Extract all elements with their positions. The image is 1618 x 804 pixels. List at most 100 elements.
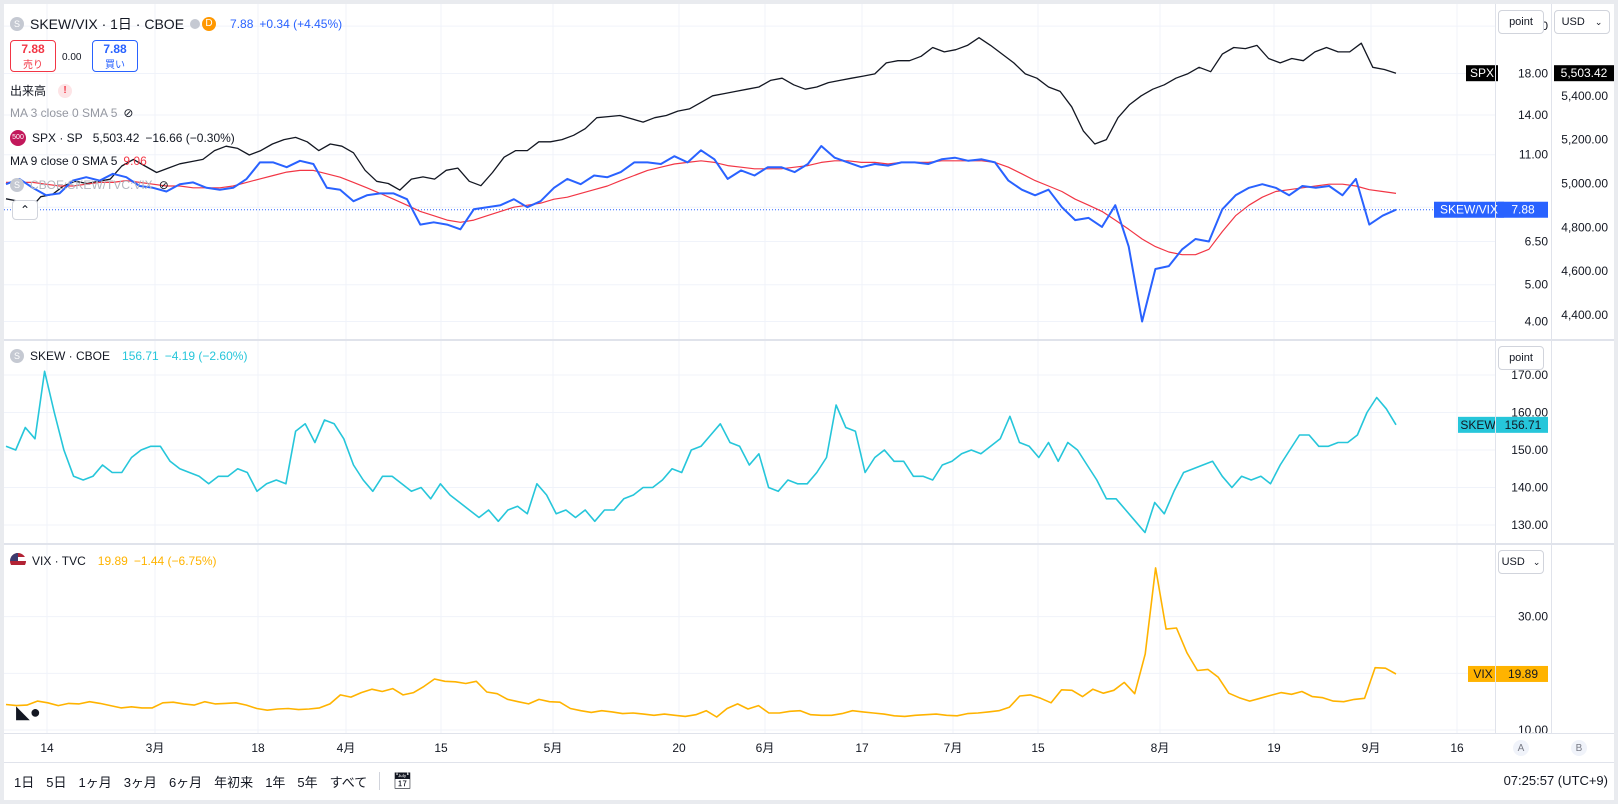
vix-legend[interactable]: VIX · TVC 19.89 −1.44 (−6.75%) [10,553,217,569]
indicator-ma3[interactable]: MA 3 close 0 SMA 5 ⊘ [10,106,134,120]
vix-axis-tag-bg [1468,665,1498,682]
spx-tick-label: 5,200.00 [1561,133,1608,147]
indicator-spx[interactable]: 500 SPX · SP 5,503.42 −16.66 (−0.30%) [10,130,235,146]
main-scale-button[interactable]: point [1498,10,1544,34]
indicator-ma9[interactable]: MA 9 close 0 SMA 5 9.06 [10,154,147,168]
time-tick-label: 6月 [756,741,775,755]
ratio-tick-label: 4.00 [1525,315,1549,329]
spx-tick-label: 5,400.00 [1561,89,1608,103]
time-tick-label: 15 [1031,741,1045,755]
timeframe-5y[interactable]: 5年 [297,774,318,790]
skew-axis-value: 156.71 [1505,418,1542,432]
time-tick-label: 15 [434,741,448,755]
spx-axis-value: 5,503.42 [1561,66,1608,80]
timeframe-ytd[interactable]: 年初来 [214,774,254,790]
ratio-tick-label: 14.00 [1518,108,1548,122]
timeframe-3m[interactable]: 3ヶ月 [123,774,157,790]
auto-scale-button[interactable]: A [1513,740,1529,756]
main-last-value: 7.88 [230,17,254,31]
vix-axis-value: 19.89 [1508,667,1538,681]
skew-tick-label: 150.00 [1511,443,1548,457]
pane-separator[interactable] [4,543,1614,545]
clock[interactable]: 07:25:57 (UTC+9) [1503,773,1608,788]
spx-tick-label: 4,600.00 [1561,264,1608,278]
vix-axis-tag: VIX [1473,667,1492,681]
spx-tick-label: 5,000.00 [1561,177,1608,191]
vix-currency-button[interactable]: USD ⌄ [1498,550,1544,574]
ratio-axis-tag-bg [1434,201,1504,218]
main-change: +0.34 (+4.45%) [259,17,343,31]
sell-button[interactable]: 7.88 売り [10,40,56,72]
indicator-ratio[interactable]: S CBOE:SKEW/TVC:VIX ⊘ [10,178,169,192]
price-axis-border [1495,4,1496,734]
time-tick-label: 18 [251,741,265,755]
time-tick-label: 16 [1450,741,1464,755]
time-tick-label: 8月 [1151,741,1170,755]
hidden-eye-icon[interactable]: ⊘ [158,178,169,192]
skew-scale-button[interactable]: point [1498,346,1544,370]
time-tick-label: 19 [1267,741,1281,755]
spx-logo-icon: 500 [10,130,26,146]
time-tick-label: 3月 [146,741,165,755]
warning-icon[interactable]: ! [58,83,73,98]
tradingview-logo-icon[interactable]: ◣● [16,702,41,722]
vix-tick-label: 30.00 [1518,610,1548,624]
vix-axis-value-bg [1498,665,1548,682]
spx-tick-label: 4,400.00 [1561,308,1608,322]
time-tick-label: 4月 [337,741,356,755]
symbol-logo-icon: S [10,349,24,363]
spx-tick-label: 4,800.00 [1561,220,1608,234]
skew-axis-tag-bg [1458,416,1498,433]
skew-tick-label: 130.00 [1511,518,1548,532]
plot-layer [5,37,1397,718]
ratio-axis-value-bg [1498,201,1548,218]
ratio-tick-label: 18.00 [1518,67,1548,81]
symbol-logo-icon: S [10,178,24,192]
axis-layer: 24.0018.0014.0011.008.006.505.004.005,40… [40,19,1614,755]
hidden-eye-icon[interactable]: ⊘ [123,106,134,120]
timeframe-bar: 1日 5日 1ヶ月 3ヶ月 6ヶ月 年初来 1年 5年 すべて 📅︎ [8,768,419,794]
date-range-icon[interactable]: 📅︎ [392,773,413,790]
timeframe-1y[interactable]: 1年 [265,774,286,790]
spx-axis-tag: SPX [1470,66,1494,80]
main-legend[interactable]: S SKEW/VIX · 1日 · CBOE D 7.88 +0.34 (+4.… [10,14,342,34]
timeframe-1d[interactable]: 1日 [14,774,35,790]
chevron-down-icon: ⌄ [1532,556,1541,567]
time-tick-label: 7月 [944,741,963,755]
ma9-line [6,160,1397,256]
main-symbol[interactable]: SKEW/VIX · 1日 · CBOE [30,16,185,32]
timeframe-all[interactable]: すべて [329,774,368,790]
buy-button[interactable]: 7.88 買い [92,40,138,72]
timeframe-6m[interactable]: 6ヶ月 [168,774,203,790]
skew-tick-label: 140.00 [1511,481,1548,495]
timeframe-1m[interactable]: 1ヶ月 [78,774,112,790]
grid-layer [4,4,1495,733]
toolbar-border [4,762,1614,763]
time-tick-label: 14 [40,741,54,755]
ratio-axis-tag: SKEW/VIX [1440,203,1498,217]
currency-button[interactable]: USD ⌄ [1554,10,1610,34]
skew-axis-tag: SKEW [1460,418,1496,432]
time-tick-label: 9月 [1362,741,1381,755]
time-tick-label: 5月 [544,741,563,755]
resolution-badge[interactable]: D [190,17,217,31]
spx-axis-value-bg [1554,65,1614,82]
spx-line [5,37,1397,211]
skew-vix-line [5,145,1397,323]
spx-axis-tag-bg [1466,65,1498,82]
collapse-legend-button[interactable]: ⌃ [12,200,38,220]
skew-legend[interactable]: S SKEW · CBOE 156.71 −4.19 (−2.60%) [10,349,247,363]
indicator-volume[interactable]: 出来高 ! [10,82,73,99]
timeframe-5d[interactable]: 5日 [46,774,67,790]
skew-tick-label: 170.00 [1511,368,1548,382]
time-axis-border [4,733,1614,734]
time-tick-label: 20 [672,741,686,755]
vix-tick-label: 10.00 [1518,723,1548,737]
log-scale-button[interactable]: B [1571,740,1587,756]
vix-line [5,567,1397,718]
pane-separator[interactable] [4,339,1614,341]
us-flag-icon [10,553,26,569]
spread-value: 0.00 [62,52,82,63]
